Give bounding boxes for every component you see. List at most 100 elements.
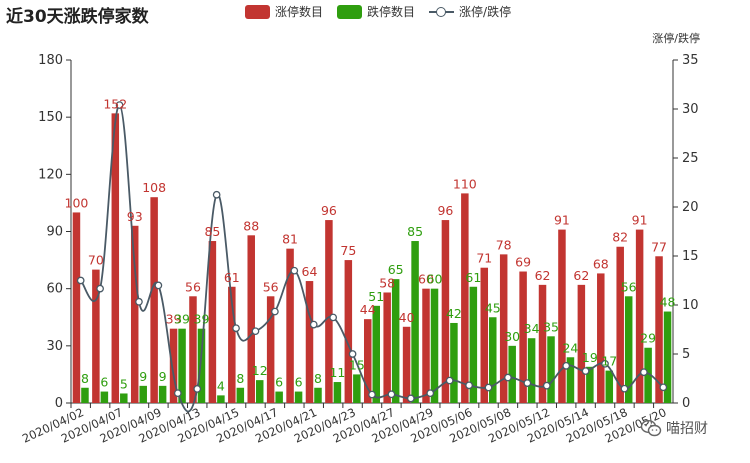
bar-limit-down [391,279,400,403]
bar-limit-down [372,305,380,403]
data-label-limit-up: 75 [340,243,356,258]
bar-limit-up [286,248,294,403]
data-label-limit-down: 42 [446,306,462,321]
y-left-tick-label: 120 [38,167,63,182]
bar-limit-down [333,382,342,403]
bar-limit-down [411,241,419,403]
bar-limit-up [635,229,644,403]
ratio-point [620,384,629,393]
ratio-point [562,362,571,370]
ratio-point [193,385,202,393]
bar-limit-down [605,370,614,403]
ratio-point [504,373,512,382]
data-label-limit-up: 39 [166,312,182,327]
data-label-limit-down: 12 [252,363,268,378]
ratio-point [581,367,590,375]
legend-item-limit-down[interactable]: 跌停数目 [337,3,415,20]
data-label-limit-down: 15 [349,357,365,372]
legend-item-limit-up[interactable]: 涨停数目 [245,3,323,20]
watermark-text: 喵招财 [666,421,708,437]
data-label-limit-down: 8 [314,371,322,386]
bar-limit-up [247,235,255,403]
data-label-limit-down: 34 [524,321,540,336]
legend-swatch-limit-down [337,4,363,19]
ratio-line [80,104,664,413]
legend-label-limit-up: 涨停数目 [275,5,324,19]
data-label-limit-up: 60 [418,272,434,287]
bar-limit-down [469,286,478,403]
ratio-point [368,390,376,399]
data-label-limit-up: 81 [282,232,298,247]
data-label-limit-up: 62 [573,268,589,283]
bar-limit-down [236,387,245,403]
bar-limit-down [566,357,575,403]
ratio-point [426,389,435,398]
ratio-point [329,313,338,322]
bar-limit-down [586,366,594,403]
data-label-limit-up: 62 [535,268,551,283]
ratio-line-layer [76,101,668,413]
data-label-limit-up: 152 [103,96,127,111]
bar-limit-up [325,220,333,403]
y-right-tick-label: 25 [682,151,699,166]
ratio-point [640,368,648,377]
data-label-limit-down: 60 [427,272,443,287]
legend-item-ratio[interactable]: 涨停/跌停 [429,3,511,20]
bar-limit-up [402,326,411,403]
data-label-limit-up: 64 [302,264,318,279]
bar-limit-down [120,393,128,403]
data-label-limit-up: 96 [437,203,453,218]
data-label-limit-up: 100 [65,195,89,210]
data-label-limit-down: 9 [139,369,147,384]
data-label-limit-up: 56 [263,279,279,294]
data-label-limit-up: 82 [612,230,628,245]
bar-limit-down [217,395,225,403]
data-label-limit-up: 56 [185,279,201,294]
data-label-limit-down: 9 [159,369,167,384]
data-label-limit-down: 30 [504,329,520,344]
bar-limit-up [383,292,391,403]
data-label-limit-down: 48 [660,295,676,310]
ratio-point [135,297,143,306]
bar-limit-down [663,311,672,403]
bar-limit-up [597,273,605,403]
data-label-limit-up: 77 [651,239,667,254]
legend: 涨停数目 跌停数目 涨停/跌停 [245,3,511,20]
ratio-point [290,266,299,275]
bar-limit-up [189,296,197,403]
data-label-limit-up: 91 [554,213,570,228]
y-left-tick-label: 180 [38,53,63,68]
ratio-point [271,307,279,316]
bar-limit-up [305,281,314,403]
bar-limit-down [430,288,439,403]
ratio-point [96,284,104,293]
data-label-limit-up: 108 [142,180,166,195]
chart-title: 近30天涨跌停家数 [6,7,149,27]
bar-limit-up [519,271,527,403]
watermark: 喵招财 [640,418,708,438]
bar-limit-up [558,229,566,403]
data-label-limit-down: 51 [368,289,384,304]
bar-limit-down [158,385,167,403]
bar-limit-up [130,225,139,403]
data-label-limit-down: 29 [640,331,656,346]
bar-limit-down [178,328,186,403]
y-left-tick-label: 30 [46,339,63,354]
bar-limit-down [197,328,206,403]
bar-limit-up [538,284,547,403]
bar-limit-down [508,345,516,403]
data-label-limit-down: 24 [562,340,578,355]
y-right-tick-label: 35 [682,53,699,68]
data-label-limit-up: 93 [127,209,143,224]
ratio-point [212,190,221,199]
bar-limit-down [100,391,109,403]
bar-limit-down [547,336,555,403]
y-left-tick-label: 0 [55,396,63,411]
bar-limit-up [655,256,663,403]
bar-limit-up [266,296,275,403]
bar-limit-up [150,197,158,403]
data-label-limit-up: 85 [204,224,220,239]
bar-limit-down [314,387,322,403]
data-label-limit-up: 91 [632,213,648,228]
